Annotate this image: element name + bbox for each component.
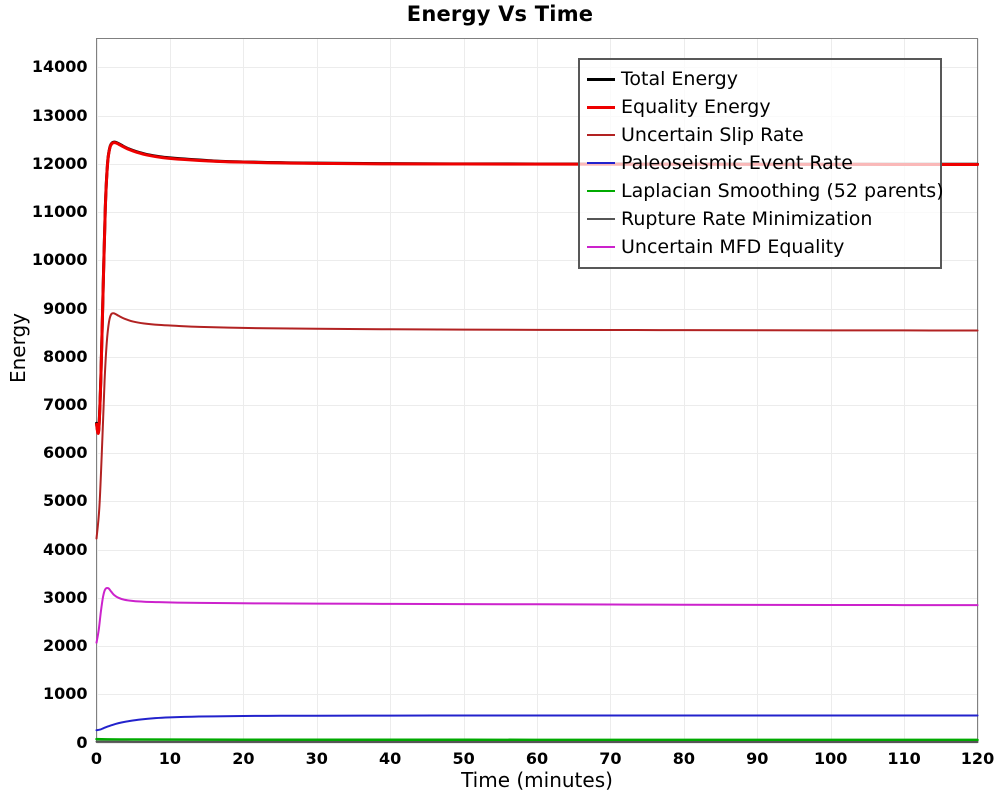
chart-title: Energy Vs Time [406, 2, 594, 26]
legend-item[interactable]: Paleoseismic Event Rate [587, 149, 933, 177]
series-line [95, 714, 979, 732]
legend-item[interactable]: Laplacian Smoothing (52 parents) [587, 177, 944, 205]
y-tick-label: 9000 [42, 298, 88, 318]
legend-color-swatch-icon [587, 134, 615, 136]
legend-color-swatch-icon [587, 190, 615, 192]
legend-item-label: Uncertain Slip Rate [621, 123, 804, 146]
legend-color-swatch-icon [587, 246, 615, 248]
x-tick-label: 30 [305, 748, 328, 768]
x-tick-label: 0 [90, 748, 103, 768]
legend-item[interactable]: Equality Energy [587, 93, 933, 121]
y-tick-label: 5000 [42, 491, 88, 511]
y-tick-label: 4000 [42, 539, 88, 559]
x-tick-label: 50 [452, 748, 475, 768]
y-tick-label: 1000 [42, 684, 88, 704]
x-tick-label: 60 [525, 748, 549, 768]
legend-color-swatch-icon [587, 105, 615, 109]
y-tick-label: 0 [76, 732, 88, 752]
y-tick-label: 6000 [42, 443, 88, 463]
chart-legend[interactable]: Total Energy Equality Energy Uncertain Sli… [578, 58, 944, 269]
legend-color-swatch-icon [587, 77, 615, 81]
x-axis-label: Time (minutes) [461, 768, 613, 792]
legend-color-swatch-icon [587, 162, 615, 164]
legend-item-label: Paleoseismic Event Rate [621, 151, 853, 174]
y-tick-label: 13000 [31, 105, 88, 125]
y-tick-label: 10000 [31, 250, 88, 270]
x-tick-label: 40 [379, 748, 402, 768]
legend-item[interactable]: Total Energy [587, 65, 933, 93]
x-tick-label: 90 [746, 748, 769, 768]
x-tick-label: 70 [599, 748, 622, 768]
x-tick-label: 10 [158, 748, 182, 768]
legend-item-label: Rupture Rate Minimization [621, 207, 873, 230]
legend-item[interactable]: Uncertain Slip Rate [587, 121, 933, 149]
legend-item-label: Laplacian Smoothing (52 parents) [621, 179, 944, 202]
series-line [95, 737, 979, 742]
legend-color-swatch-icon [587, 218, 615, 220]
y-tick-label: 7000 [42, 394, 88, 414]
x-tick-label: 20 [232, 748, 255, 768]
y-tick-label: 3000 [42, 587, 88, 607]
y-tick-label: 12000 [31, 153, 88, 173]
series-line [95, 312, 979, 540]
y-tick-label: 2000 [42, 636, 88, 656]
legend-item[interactable]: Rupture Rate Minimization [587, 205, 933, 233]
legend-item-label: Equality Energy [621, 95, 771, 118]
x-tick-label: 120 [960, 748, 995, 768]
y-tick-label: 8000 [42, 346, 88, 366]
x-tick-label: 100 [813, 748, 848, 768]
legend-item-label: Total Energy [621, 67, 738, 90]
legend-item-label: Uncertain MFD Equality [621, 235, 845, 258]
series-line [95, 586, 979, 644]
x-tick-label: 80 [672, 748, 695, 768]
y-tick-label: 14000 [31, 57, 88, 77]
legend-item[interactable]: Uncertain MFD Equality [587, 233, 933, 261]
x-tick-label: 110 [887, 748, 921, 768]
y-tick-label: 11000 [31, 202, 88, 222]
